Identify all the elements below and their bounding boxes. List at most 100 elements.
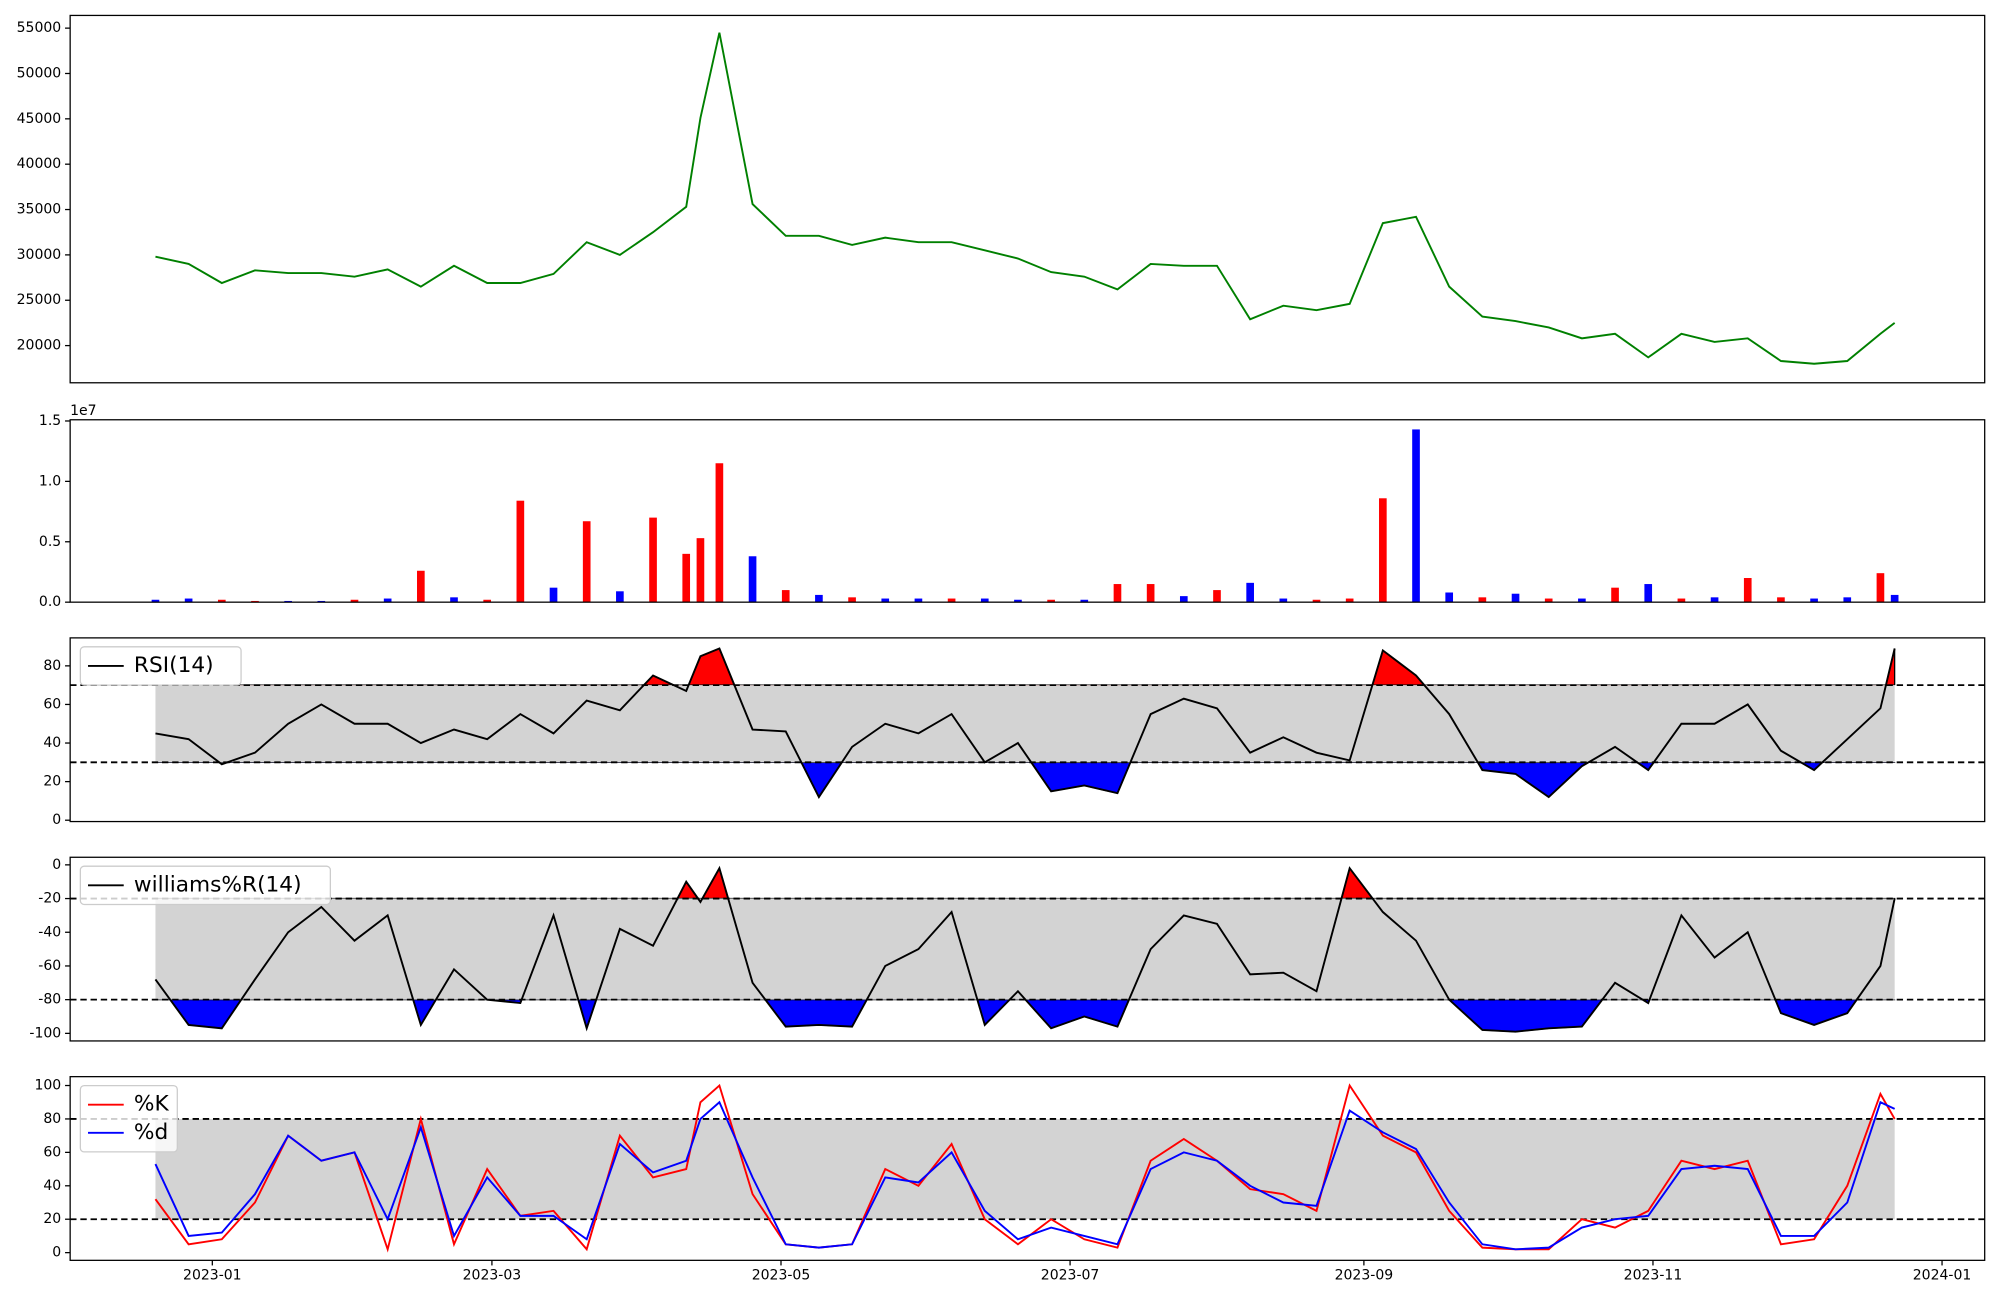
bar — [417, 570, 425, 603]
y-tick-label: 0 — [52, 812, 61, 828]
band — [155, 1118, 1895, 1220]
y-tick-label: -100 — [29, 1025, 61, 1041]
legend-label: RSI(14) — [134, 653, 214, 678]
y-tick-label: 0 — [52, 857, 61, 873]
bar — [1213, 590, 1221, 603]
y-tick-label: 25000 — [17, 292, 62, 308]
axes-frame — [69, 14, 1986, 384]
x-tick-label: 2024-01 — [1913, 1268, 1972, 1284]
bar — [350, 599, 359, 603]
x-tick-label: 2023-09 — [1335, 1268, 1394, 1284]
bar — [1611, 587, 1619, 603]
x-tick-label: 2023-03 — [463, 1268, 522, 1284]
y-tick-label: 0 — [52, 1245, 61, 1261]
y-tick-label: 60 — [43, 1144, 61, 1160]
y-tick-label: 20000 — [17, 338, 62, 354]
y-tick-label: 30000 — [17, 247, 62, 263]
bar — [649, 517, 657, 603]
bar — [217, 599, 226, 603]
bar — [184, 598, 193, 603]
y-tick-label: 40 — [43, 1178, 61, 1194]
bar — [1511, 593, 1520, 603]
bar — [815, 594, 823, 603]
bar — [1047, 599, 1055, 603]
bar — [1478, 597, 1487, 603]
axes-frame — [69, 419, 1986, 603]
legend-label: %d — [134, 1120, 168, 1145]
band — [155, 898, 1895, 1000]
bar — [980, 598, 989, 603]
y-tick-label: 80 — [43, 658, 61, 674]
y-tick-label: 0.5 — [39, 534, 61, 550]
bar — [848, 597, 856, 603]
bar — [1014, 599, 1022, 603]
bar — [1146, 584, 1155, 603]
y-tick-label: 40 — [43, 735, 61, 751]
bar — [1179, 596, 1188, 603]
offset-label: 1e7 — [70, 403, 96, 419]
bar — [1379, 498, 1387, 603]
bar — [1246, 582, 1254, 603]
x-tick-label: 2023-11 — [1624, 1268, 1683, 1284]
x-tick-label: 2023-07 — [1041, 1268, 1100, 1284]
legend-label: %K — [134, 1092, 170, 1117]
legend: %K %d — [79, 1084, 178, 1153]
bar — [1777, 597, 1785, 603]
y-tick-label: -80 — [38, 992, 61, 1008]
bar — [1890, 594, 1899, 603]
y-tick-label: 55000 — [17, 20, 62, 36]
bar — [450, 597, 458, 603]
y-tick-label: 45000 — [17, 111, 62, 127]
bar — [1345, 598, 1354, 603]
y-tick-label: 20 — [43, 1211, 61, 1227]
bar — [1743, 578, 1752, 603]
bar — [616, 591, 624, 603]
legend-label: williams%R(14) — [134, 872, 302, 897]
bar — [582, 521, 591, 603]
legend-box — [79, 646, 242, 686]
bar — [1677, 598, 1686, 603]
bar — [1445, 592, 1454, 603]
bar — [151, 599, 160, 603]
legend: RSI(14) — [79, 646, 242, 686]
y-tick-label: 40000 — [17, 156, 62, 172]
bar — [748, 556, 757, 603]
y-tick-label: -60 — [38, 958, 61, 974]
bar — [1544, 598, 1553, 603]
y-tick-label: 60 — [43, 696, 61, 712]
line — [155, 647, 1896, 799]
bar — [696, 538, 705, 603]
bar — [881, 598, 890, 603]
bar — [914, 598, 923, 603]
axes-frame — [69, 856, 1986, 1042]
y-tick-label: 20 — [43, 774, 61, 790]
bar — [1279, 598, 1288, 603]
bar — [483, 599, 492, 603]
y-tick-label: 50000 — [17, 65, 62, 81]
bar — [682, 553, 691, 603]
y-tick-label: -40 — [38, 924, 61, 940]
y-tick-label: 100 — [34, 1078, 61, 1094]
bar — [1312, 599, 1321, 603]
bar — [781, 590, 790, 603]
bar — [549, 587, 558, 603]
bar — [383, 598, 392, 603]
x-tick-label: 2023-01 — [183, 1268, 242, 1284]
bar — [516, 500, 525, 603]
bar — [1876, 573, 1885, 603]
bar — [1843, 597, 1852, 603]
line — [155, 32, 1896, 365]
legend-box — [79, 865, 331, 906]
line — [154, 1083, 1896, 1253]
y-tick-label: 0.0 — [39, 594, 61, 610]
bar — [1113, 584, 1122, 603]
y-tick-label: 80 — [43, 1111, 61, 1127]
bar — [1412, 429, 1420, 603]
y-tick-label: 1.0 — [39, 473, 61, 489]
legend-box — [79, 1084, 178, 1153]
y-tick-label: -20 — [38, 891, 61, 907]
axes-frame — [69, 637, 1986, 823]
y-tick-label: 35000 — [17, 202, 62, 218]
